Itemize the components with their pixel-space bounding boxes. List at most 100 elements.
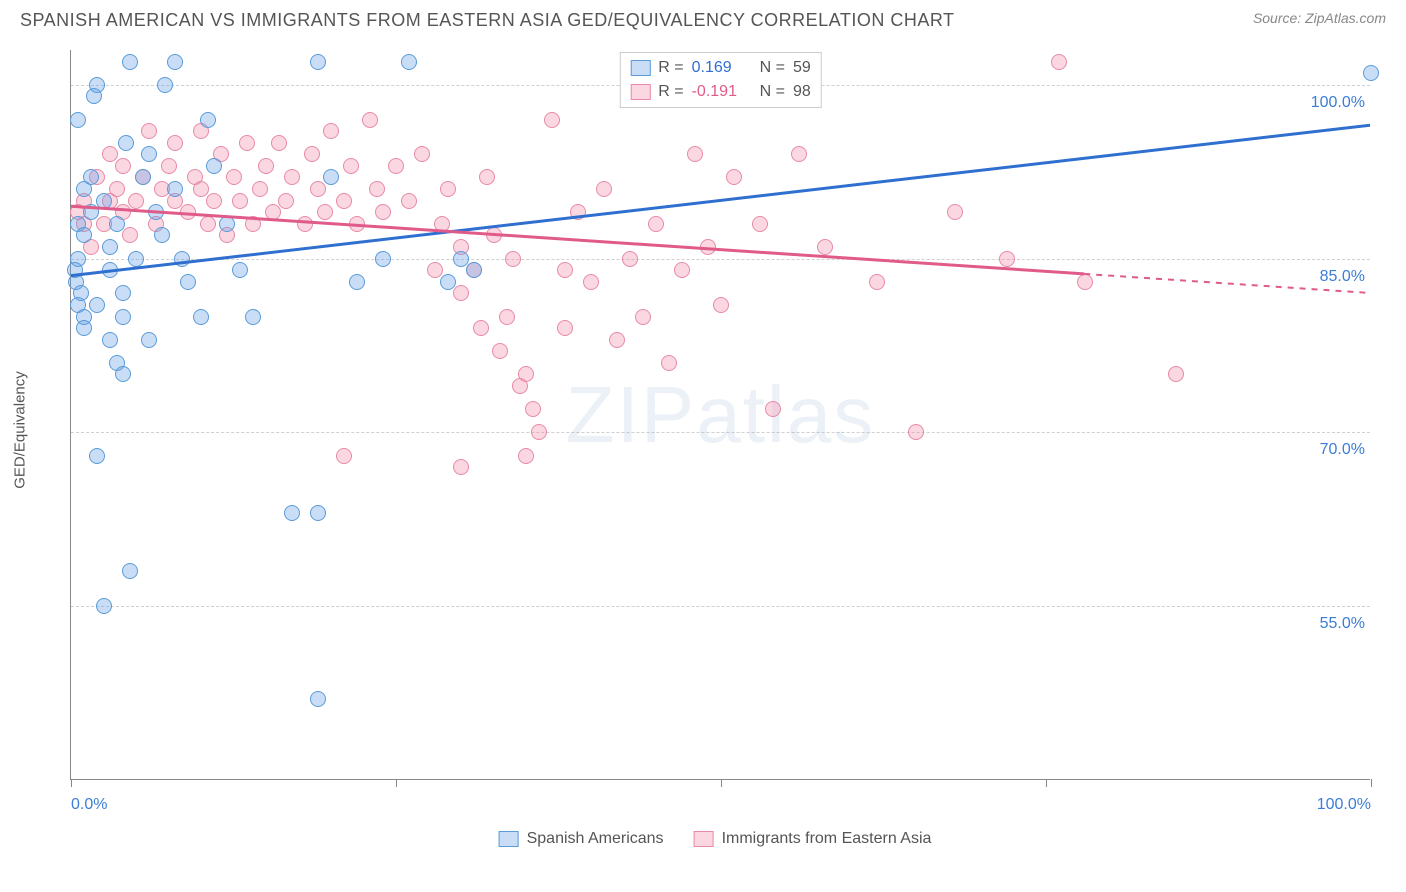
pink-point bbox=[622, 251, 638, 267]
x-tick bbox=[1371, 779, 1372, 787]
pink-point bbox=[479, 169, 495, 185]
legend-bottom: Spanish AmericansImmigrants from Eastern… bbox=[499, 830, 932, 848]
pink-point bbox=[200, 216, 216, 232]
pink-point bbox=[726, 169, 742, 185]
pink-point bbox=[369, 181, 385, 197]
pink-point bbox=[115, 158, 131, 174]
pink-point bbox=[661, 355, 677, 371]
pink-point bbox=[258, 158, 274, 174]
pink-point bbox=[752, 216, 768, 232]
blue-point bbox=[1363, 65, 1379, 81]
blue-point bbox=[141, 332, 157, 348]
pink-point bbox=[1168, 366, 1184, 382]
pink-point bbox=[304, 146, 320, 162]
legend-swatch bbox=[630, 84, 650, 100]
watermark: ZIPatlas bbox=[566, 369, 875, 461]
pink-point bbox=[791, 146, 807, 162]
blue-point bbox=[115, 309, 131, 325]
pink-point bbox=[609, 332, 625, 348]
gridline bbox=[71, 259, 1370, 260]
blue-point bbox=[76, 227, 92, 243]
blue-point bbox=[83, 169, 99, 185]
blue-point bbox=[89, 297, 105, 313]
blue-point bbox=[102, 262, 118, 278]
pink-point bbox=[453, 459, 469, 475]
pink-point bbox=[252, 181, 268, 197]
blue-point bbox=[96, 193, 112, 209]
blue-point bbox=[349, 274, 365, 290]
source-label: Source: ZipAtlas.com bbox=[1253, 10, 1386, 26]
pink-point bbox=[765, 401, 781, 417]
pink-point bbox=[518, 448, 534, 464]
pink-point bbox=[817, 239, 833, 255]
pink-point bbox=[544, 112, 560, 128]
pink-point bbox=[674, 262, 690, 278]
x-tick-label: 100.0% bbox=[1317, 796, 1371, 814]
blue-point bbox=[167, 54, 183, 70]
pink-point bbox=[570, 204, 586, 220]
pink-point bbox=[141, 123, 157, 139]
pink-point bbox=[102, 146, 118, 162]
pink-point bbox=[434, 216, 450, 232]
blue-point bbox=[310, 691, 326, 707]
pink-point bbox=[343, 158, 359, 174]
x-tick-label: 0.0% bbox=[71, 796, 107, 814]
pink-point bbox=[414, 146, 430, 162]
blue-point bbox=[122, 563, 138, 579]
blue-point bbox=[115, 366, 131, 382]
pink-point bbox=[453, 285, 469, 301]
blue-point bbox=[466, 262, 482, 278]
pink-point bbox=[232, 193, 248, 209]
legend-stats: R =0.169N =59R =-0.191N =98 bbox=[619, 52, 821, 108]
pink-point bbox=[245, 216, 261, 232]
pink-point bbox=[336, 193, 352, 209]
blue-point bbox=[323, 169, 339, 185]
pink-point bbox=[1051, 54, 1067, 70]
pink-point bbox=[999, 251, 1015, 267]
pink-point bbox=[323, 123, 339, 139]
blue-point bbox=[284, 505, 300, 521]
pink-point bbox=[557, 262, 573, 278]
pink-point bbox=[239, 135, 255, 151]
blue-point bbox=[102, 239, 118, 255]
pink-point bbox=[869, 274, 885, 290]
blue-point bbox=[109, 216, 125, 232]
pink-point bbox=[226, 169, 242, 185]
blue-point bbox=[193, 309, 209, 325]
pink-point bbox=[265, 204, 281, 220]
pink-point bbox=[473, 320, 489, 336]
blue-point bbox=[375, 251, 391, 267]
y-axis-label: GED/Equivalency bbox=[12, 371, 29, 489]
x-tick bbox=[721, 779, 722, 787]
pink-point bbox=[128, 193, 144, 209]
blue-point bbox=[245, 309, 261, 325]
pink-point bbox=[297, 216, 313, 232]
pink-point bbox=[375, 204, 391, 220]
pink-point bbox=[362, 112, 378, 128]
blue-point bbox=[122, 54, 138, 70]
legend-swatch bbox=[694, 831, 714, 847]
pink-point bbox=[427, 262, 443, 278]
pink-point bbox=[596, 181, 612, 197]
legend-row: R =-0.191N =98 bbox=[630, 80, 810, 104]
pink-point bbox=[486, 227, 502, 243]
blue-point bbox=[219, 216, 235, 232]
pink-point bbox=[109, 181, 125, 197]
pink-point bbox=[167, 135, 183, 151]
pink-point bbox=[1077, 274, 1093, 290]
pink-point bbox=[518, 366, 534, 382]
pink-point bbox=[531, 424, 547, 440]
legend-swatch bbox=[499, 831, 519, 847]
pink-point bbox=[310, 181, 326, 197]
x-tick bbox=[71, 779, 72, 787]
pink-point bbox=[193, 181, 209, 197]
pink-point bbox=[492, 343, 508, 359]
blue-point bbox=[232, 262, 248, 278]
pink-point bbox=[122, 227, 138, 243]
blue-point bbox=[148, 204, 164, 220]
pink-point bbox=[700, 239, 716, 255]
blue-point bbox=[89, 448, 105, 464]
pink-point bbox=[278, 193, 294, 209]
blue-point bbox=[154, 227, 170, 243]
pink-point bbox=[349, 216, 365, 232]
